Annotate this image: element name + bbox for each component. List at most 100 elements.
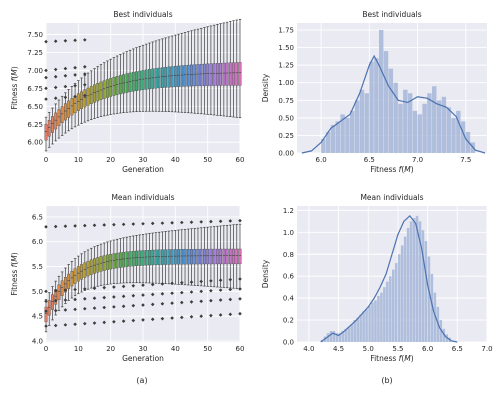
- box: [44, 306, 48, 323]
- outlier-marker: [209, 313, 213, 318]
- box: [138, 250, 142, 266]
- outlier-marker: [141, 221, 145, 226]
- box: [160, 249, 164, 265]
- outlier-marker: [63, 298, 68, 302]
- box: [222, 248, 226, 265]
- y-tick-label: 1.2: [283, 207, 294, 215]
- outlier-marker: [102, 305, 106, 310]
- x-tick-label: 6.5: [452, 345, 463, 353]
- box: [151, 68, 155, 89]
- outlier-marker: [112, 319, 116, 324]
- histogram-bar: [421, 230, 425, 342]
- box: [80, 264, 83, 280]
- y-tick-label: 0.0: [283, 339, 294, 347]
- histogram-bar: [432, 86, 437, 153]
- kde-curve: [320, 214, 458, 343]
- outlier-marker: [63, 224, 68, 229]
- outlier-marker: [83, 72, 87, 76]
- chart-title: Best individuals: [362, 10, 421, 19]
- box: [60, 106, 64, 124]
- outlier-marker: [44, 299, 48, 304]
- outlier-marker: [73, 65, 77, 70]
- figure-label-b: (b): [381, 376, 392, 385]
- histogram-bar: [364, 93, 369, 153]
- outlier-marker: [131, 222, 136, 226]
- outlier-marker: [180, 300, 184, 305]
- box: [167, 249, 171, 265]
- box: [63, 103, 67, 121]
- outlier-marker: [209, 279, 213, 283]
- histogram-bar: [403, 236, 407, 342]
- histogram-bar: [409, 221, 413, 342]
- box: [63, 277, 67, 293]
- histogram-bar: [369, 61, 374, 153]
- histogram-bar: [394, 263, 398, 342]
- y-tick-label: 0.4: [283, 295, 295, 303]
- histogram-bar: [374, 58, 379, 154]
- histogram-bar: [430, 274, 434, 342]
- y-tick-label: 1.75: [278, 27, 294, 35]
- outlier-marker: [189, 315, 194, 319]
- box: [238, 248, 242, 265]
- x-tick-label: 6.5: [364, 156, 375, 164]
- y-tick-label: 0.2: [283, 317, 294, 325]
- outlier-marker: [44, 97, 48, 101]
- box: [109, 254, 113, 270]
- outlier-marker: [218, 298, 223, 302]
- box: [76, 93, 80, 111]
- box: [212, 63, 216, 86]
- outlier-marker: [63, 308, 68, 312]
- box: [67, 100, 71, 118]
- box: [167, 66, 171, 88]
- box: [190, 249, 193, 265]
- histogram-bar: [392, 269, 395, 342]
- histogram-bar: [427, 93, 432, 153]
- y-tick-label: 0.6: [283, 273, 295, 281]
- y-tick-label: 0.8: [283, 251, 294, 259]
- box-mean-panel: 0 10 20 30 40 50 60 4.0 4.5 5.0 5.5 6.0 6.5 Mean indi…: [10, 193, 244, 363]
- histogram-bar: [365, 309, 368, 342]
- outlier-marker: [83, 287, 87, 291]
- histogram-bar: [344, 328, 348, 342]
- y-tick-label: 6.00: [27, 139, 43, 147]
- box: [109, 78, 113, 97]
- outlier-marker: [92, 306, 97, 310]
- histogram-bar: [335, 333, 339, 342]
- outlier-marker: [53, 85, 58, 90]
- box: [131, 72, 135, 92]
- histogram-bar: [407, 93, 413, 153]
- outlier-marker: [53, 288, 58, 293]
- y-tick-label: 7.25: [27, 49, 43, 57]
- outlier-marker: [170, 291, 174, 296]
- outlier-marker: [238, 218, 242, 223]
- y-tick-label: 1.50: [278, 44, 294, 52]
- box: [118, 252, 122, 268]
- x-axis-label: Fitness f(M): [370, 354, 413, 363]
- box: [144, 250, 148, 266]
- x-tick-label: 30: [139, 345, 148, 353]
- x-tick-label: 10: [74, 345, 83, 353]
- y-tick-label: 7.00: [27, 67, 43, 75]
- box: [215, 63, 219, 86]
- box: [47, 300, 51, 316]
- y-tick-label: 1.0: [283, 229, 294, 237]
- outlier-marker: [63, 66, 68, 71]
- outlier-marker: [150, 221, 155, 226]
- box: [228, 62, 232, 86]
- outlier-marker: [189, 290, 194, 294]
- box: [96, 83, 100, 102]
- box: [199, 248, 203, 265]
- box: [148, 250, 151, 266]
- box: [190, 64, 193, 87]
- outlier-marker: [121, 319, 126, 323]
- outlier-marker: [121, 284, 126, 289]
- histogram-bar: [341, 331, 345, 342]
- box: [57, 109, 61, 127]
- outlier-marker: [199, 314, 203, 318]
- box: [76, 266, 80, 282]
- outlier-marker: [53, 74, 58, 79]
- outlier-marker: [112, 222, 116, 227]
- histogram-bar: [406, 227, 410, 342]
- box: [67, 273, 71, 290]
- histogram-bar: [325, 131, 331, 153]
